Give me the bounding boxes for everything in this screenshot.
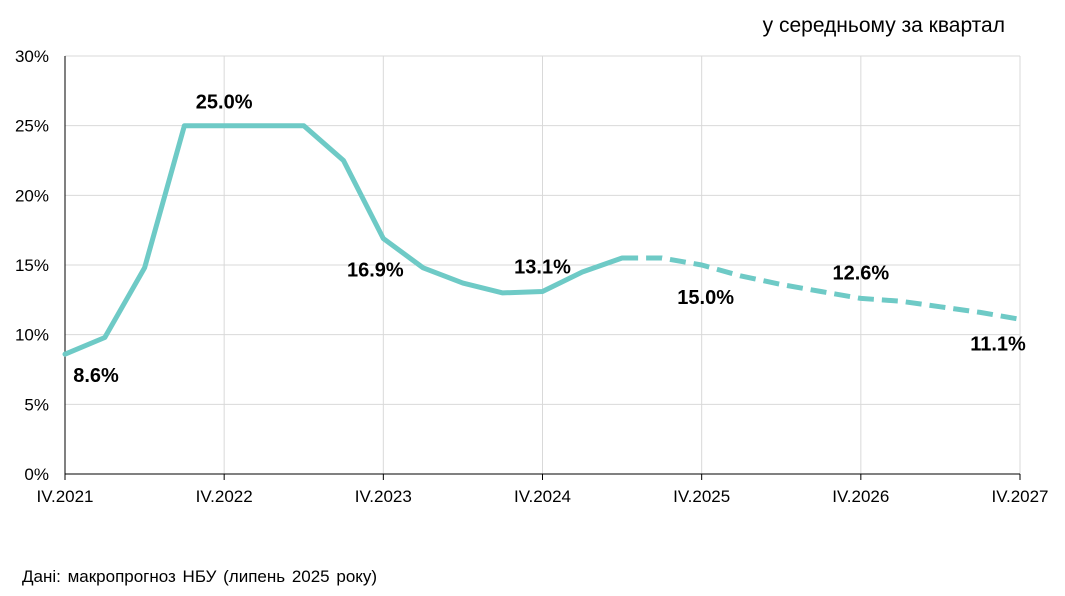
x-tick-label: IV.2027 <box>991 487 1048 506</box>
data-label: 15.0% <box>677 287 734 309</box>
y-tick-label: 25% <box>15 117 49 136</box>
y-tick-label: 0% <box>24 465 49 484</box>
x-tick-label: IV.2021 <box>36 487 93 506</box>
series <box>62 123 1021 357</box>
x-tick-label: IV.2023 <box>355 487 412 506</box>
data-label: 12.6% <box>832 262 889 284</box>
x-tick-label: IV.2025 <box>673 487 730 506</box>
data-label: 8.6% <box>73 365 119 387</box>
x-tick-label: IV.2022 <box>196 487 253 506</box>
line-chart: 0% 5% 10% 15% 20% 25% 30% IV.2021 IV.2022 IV.2023… <box>15 47 1049 506</box>
y-tick-label: 20% <box>15 186 49 205</box>
series-line-actual <box>62 123 625 357</box>
axes: 0% 5% 10% 15% 20% 25% 30% IV.2021 IV.2022 IV.2023… <box>15 47 1049 506</box>
y-tick-label: 30% <box>15 47 49 66</box>
y-tick-label: 15% <box>15 256 49 275</box>
data-label: 16.9% <box>347 260 404 282</box>
data-label: 13.1% <box>514 256 571 278</box>
x-tick-label: IV.2024 <box>514 487 571 506</box>
data-label: 11.1% <box>970 333 1026 355</box>
unit-note: у середньому за квартал <box>762 14 1005 37</box>
x-tick-label: IV.2026 <box>832 487 889 506</box>
y-tick-label: 5% <box>24 395 49 414</box>
series-line-forecast <box>622 255 1021 322</box>
y-tick-label: 10% <box>15 326 49 345</box>
data-labels: 8.6% 25.0% 16.9% 13.1% 15.0% 12.6% 11.1% <box>73 92 1026 388</box>
data-label: 25.0% <box>196 92 253 114</box>
source-note: Дані: макропрогноз НБУ (липень 2025 року… <box>22 567 378 586</box>
